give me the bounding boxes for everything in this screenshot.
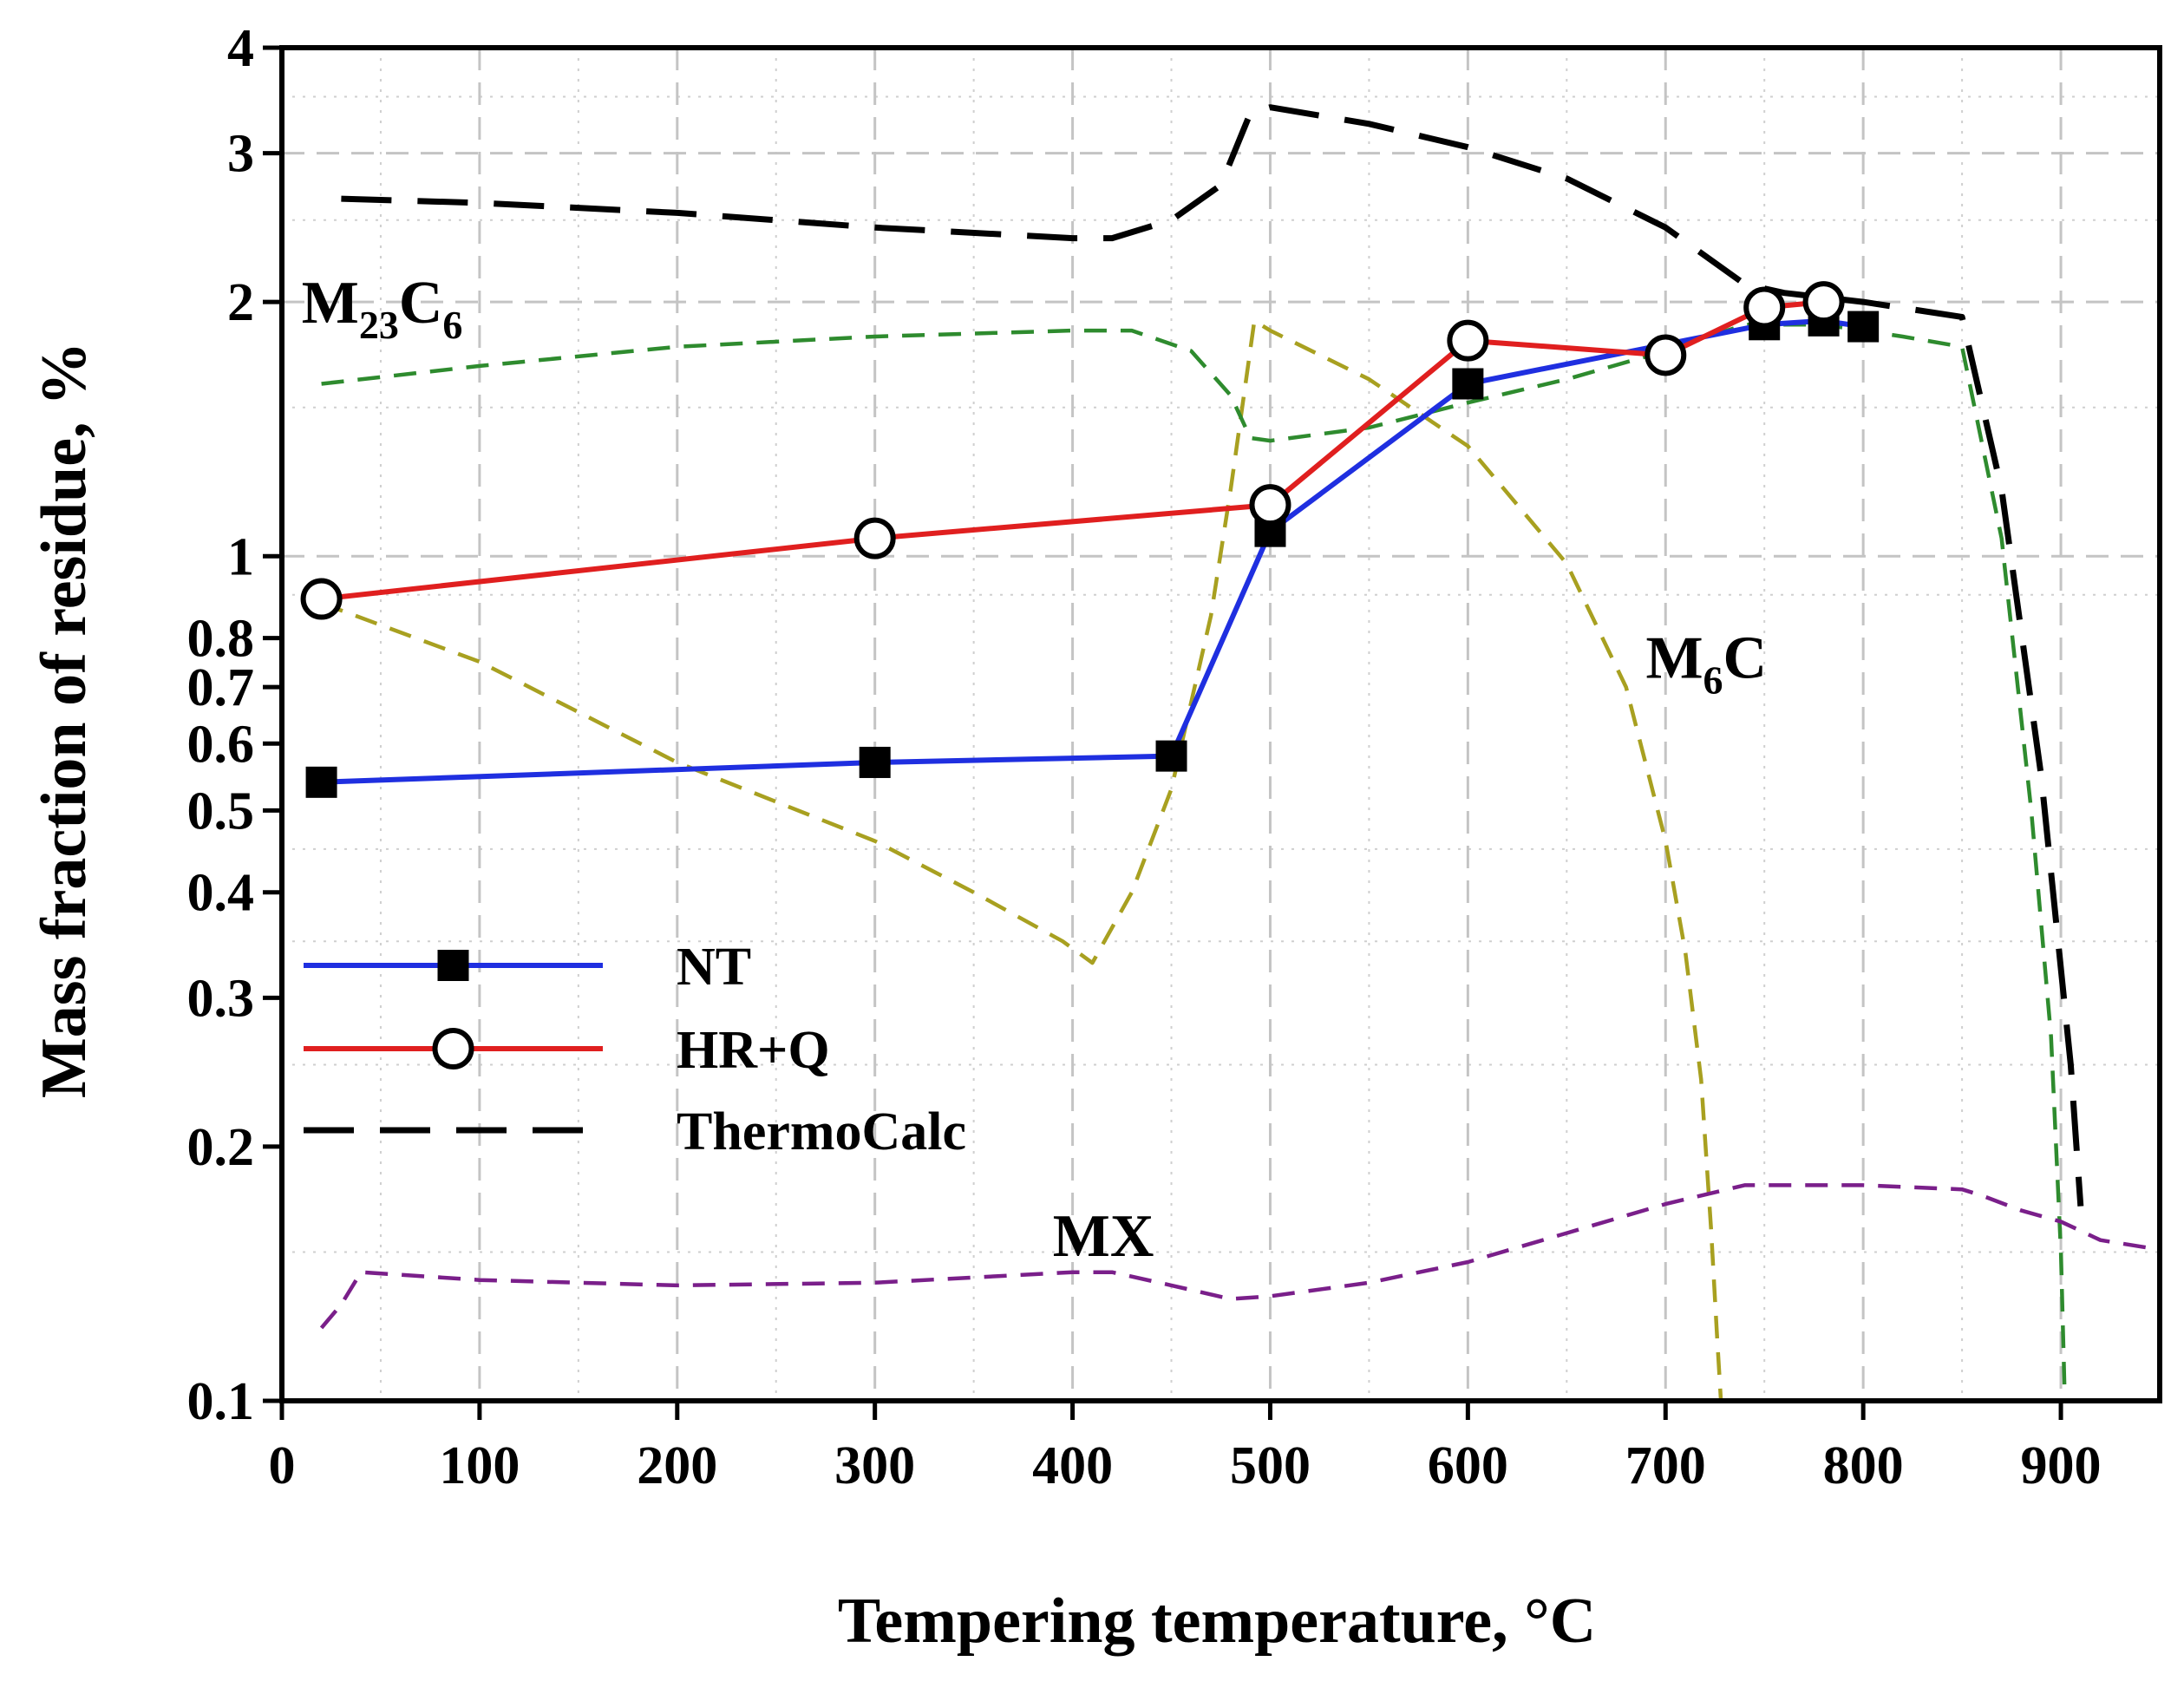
x-tick-label: 300	[834, 1436, 915, 1495]
series-m23c6	[321, 323, 2067, 1402]
y-tick-label: 0.5	[187, 782, 255, 840]
annotation-subscript: 6	[1703, 657, 1723, 702]
series-mx	[319, 1183, 2161, 1330]
series-m6c	[320, 318, 1723, 1402]
data-point-hr-q	[1743, 286, 1786, 329]
x-tick-label: 900	[2021, 1436, 2102, 1495]
series-line-m23c6	[321, 323, 2067, 1402]
x-tick-label: 700	[1625, 1436, 1706, 1495]
axes: 0 100 200 300 400 500 600 700 800 900 0.1 0.2 0.3 0.4…	[187, 19, 2162, 1495]
y-tick-label: 0.7	[187, 658, 255, 717]
annotation-text: MX	[1053, 1203, 1154, 1270]
series-line-m6c	[320, 318, 1723, 1402]
data-point-hr-q	[1447, 319, 1489, 362]
x-tick-label: 200	[637, 1436, 717, 1495]
legend-label-nt: NT	[677, 938, 751, 997]
y-tick-label: 2	[227, 273, 254, 332]
data-point-hr-q	[1249, 484, 1291, 527]
x-tick-label: 0	[269, 1436, 296, 1495]
annotation-subscript: 23	[359, 303, 399, 347]
y-tick-label: 1	[227, 527, 254, 586]
series-layer	[300, 104, 2161, 1402]
series-line-mx	[319, 1183, 2161, 1330]
data-point-hr-q	[300, 578, 343, 620]
y-tick-label: 0.1	[187, 1372, 255, 1431]
plot-frame	[279, 45, 2162, 1403]
legend: NT HR+Q ThermoCalc	[304, 938, 966, 1161]
y-tick-label: 0.4	[187, 864, 255, 923]
annotation-m6c: M6C	[1645, 625, 1767, 702]
series-nt	[305, 304, 1880, 798]
data-point-nt	[1155, 740, 1187, 772]
annotation-text: C	[1723, 625, 1768, 691]
legend-item-nt: NT	[304, 938, 751, 997]
annotation-text: M	[1645, 625, 1703, 691]
legend-marker-nt	[437, 950, 469, 981]
y-tick-label: 3	[227, 125, 254, 184]
legend-item-hr-q: HR+Q	[304, 1021, 830, 1080]
data-point-hr-q	[1645, 334, 1687, 376]
data-point-hr-q	[1802, 281, 1845, 324]
series-thermocalc	[341, 104, 2084, 1207]
annotation-text: M	[302, 270, 359, 337]
x-axis-title: Tempering temperature, °C	[838, 1586, 1596, 1657]
y-axis-title: Mass fraction of residue, %	[29, 342, 100, 1098]
legend-label-thermocalc: ThermoCalc	[677, 1102, 966, 1161]
data-point-nt	[859, 746, 891, 778]
x-tick-label: 800	[1823, 1436, 1904, 1495]
annotation-m23c6: M23C6	[302, 270, 463, 347]
x-tick-label: 400	[1032, 1436, 1113, 1495]
data-point-nt	[1452, 368, 1484, 400]
y-tick-label: 0.6	[187, 715, 255, 774]
legend-item-thermocalc: ThermoCalc	[304, 1102, 966, 1161]
legend-marker-hr-q	[432, 1028, 474, 1069]
legend-label-hr-q: HR+Q	[677, 1021, 830, 1080]
x-tick-label: 100	[439, 1436, 520, 1495]
data-point-nt	[305, 766, 337, 798]
x-tick-label: 500	[1230, 1436, 1311, 1495]
y-tick-label: 0.2	[187, 1118, 255, 1177]
y-tick-label: 0.3	[187, 969, 255, 1028]
annotation-mx: MX	[1053, 1203, 1154, 1270]
x-tick-label: 600	[1428, 1436, 1508, 1495]
annotation-text: C	[399, 270, 443, 337]
grid	[282, 48, 2160, 1401]
y-tick-label: 4	[227, 19, 254, 78]
series-line-thermocalc	[341, 104, 2084, 1207]
data-point-nt	[1847, 311, 1880, 343]
data-point-hr-q	[853, 517, 896, 559]
annotation-subscript: 6	[442, 303, 462, 347]
y-tick-label: 0.8	[187, 610, 255, 669]
series-hr-q	[300, 281, 1845, 620]
